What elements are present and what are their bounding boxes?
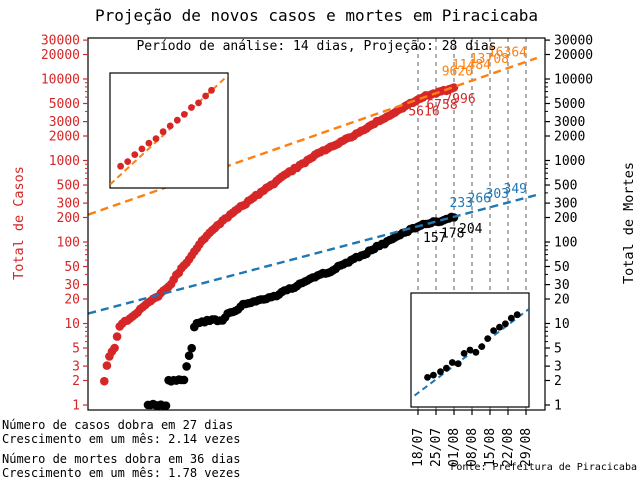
y-axis-label-cases: Total de Casos — [11, 166, 27, 280]
svg-text:233: 233 — [450, 196, 473, 211]
svg-text:25/07: 25/07 — [429, 428, 444, 467]
svg-text:10: 10 — [64, 317, 80, 332]
svg-text:3: 3 — [72, 360, 80, 375]
cases-trend-inset — [109, 72, 229, 189]
svg-text:2000: 2000 — [554, 130, 585, 145]
svg-text:300: 300 — [57, 197, 80, 212]
source-attribution: Fonte: Prefeitura de Piracicaba — [450, 462, 637, 473]
svg-text:300: 300 — [554, 197, 577, 212]
svg-text:500: 500 — [554, 179, 577, 194]
svg-text:50: 50 — [554, 260, 570, 275]
svg-text:5000: 5000 — [554, 97, 585, 112]
y-axis-label-deaths: Total de Mortes — [621, 162, 637, 284]
svg-text:2000: 2000 — [49, 130, 80, 145]
svg-text:5000: 5000 — [49, 97, 80, 112]
svg-text:204: 204 — [459, 222, 483, 237]
svg-text:157: 157 — [423, 231, 446, 246]
analysis-period-label: Período de análise: 14 dias, Projeção: 2… — [136, 39, 497, 54]
svg-text:1000: 1000 — [554, 154, 585, 169]
svg-text:2: 2 — [554, 374, 562, 389]
svg-text:349: 349 — [504, 182, 527, 197]
svg-text:30: 30 — [64, 278, 80, 293]
svg-text:200: 200 — [554, 211, 577, 226]
svg-text:3: 3 — [554, 360, 562, 375]
deaths-doubling-text: Número de mortes dobra em 36 dias — [2, 452, 241, 466]
svg-text:29/08: 29/08 — [519, 428, 534, 467]
svg-text:20: 20 — [554, 293, 570, 308]
svg-text:3000: 3000 — [554, 115, 585, 130]
svg-text:20000: 20000 — [41, 48, 80, 63]
svg-text:10000: 10000 — [41, 73, 80, 88]
svg-text:30: 30 — [554, 278, 570, 293]
svg-text:6758: 6758 — [426, 98, 457, 113]
cases-doubling-text: Número de casos dobra em 27 dias — [2, 418, 234, 432]
svg-text:13708: 13708 — [470, 52, 509, 67]
svg-text:1: 1 — [72, 399, 80, 414]
svg-text:10: 10 — [554, 317, 570, 332]
svg-text:18/07: 18/07 — [411, 428, 426, 467]
svg-text:100: 100 — [57, 236, 80, 251]
svg-text:01/08: 01/08 — [447, 428, 462, 467]
svg-text:1000: 1000 — [49, 154, 80, 169]
svg-text:20000: 20000 — [554, 48, 593, 63]
svg-text:08/08: 08/08 — [465, 428, 480, 467]
svg-text:3000: 3000 — [49, 115, 80, 130]
svg-text:30000: 30000 — [554, 34, 593, 49]
svg-text:1: 1 — [554, 399, 562, 414]
svg-text:178: 178 — [441, 227, 464, 242]
svg-text:50: 50 — [64, 260, 80, 275]
deaths-trend-inset — [410, 292, 530, 408]
svg-text:30000: 30000 — [41, 34, 80, 49]
svg-text:266: 266 — [468, 191, 491, 206]
svg-text:22/08: 22/08 — [501, 428, 516, 467]
deaths-growth-text: Crescimento em um mês: 1.78 vezes — [2, 465, 241, 480]
svg-text:15/08: 15/08 — [483, 428, 498, 467]
svg-text:200: 200 — [57, 211, 80, 226]
svg-text:10000: 10000 — [554, 73, 593, 88]
svg-text:303: 303 — [486, 187, 509, 202]
svg-text:2: 2 — [72, 374, 80, 389]
svg-text:9620: 9620 — [442, 64, 473, 79]
cases-scatter — [100, 83, 459, 386]
svg-text:500: 500 — [57, 179, 80, 194]
svg-text:5: 5 — [72, 342, 80, 357]
axes-spine — [87, 37, 546, 411]
chart-title: Projeção de novos casos e mortes em Pira… — [94, 6, 539, 25]
svg-text:11484: 11484 — [452, 58, 491, 73]
svg-text:100: 100 — [554, 236, 577, 251]
svg-text:16364: 16364 — [488, 46, 527, 61]
svg-text:5616: 5616 — [408, 104, 439, 119]
cases-growth-text: Crescimento em um mês: 2.14 vezes — [2, 431, 241, 446]
growth-stats: Número de casos dobra em 27 dias Crescim… — [2, 418, 241, 480]
svg-text:5: 5 — [554, 342, 562, 357]
svg-text:7996: 7996 — [444, 92, 475, 107]
svg-text:20: 20 — [64, 293, 80, 308]
deaths-scatter — [143, 212, 459, 410]
